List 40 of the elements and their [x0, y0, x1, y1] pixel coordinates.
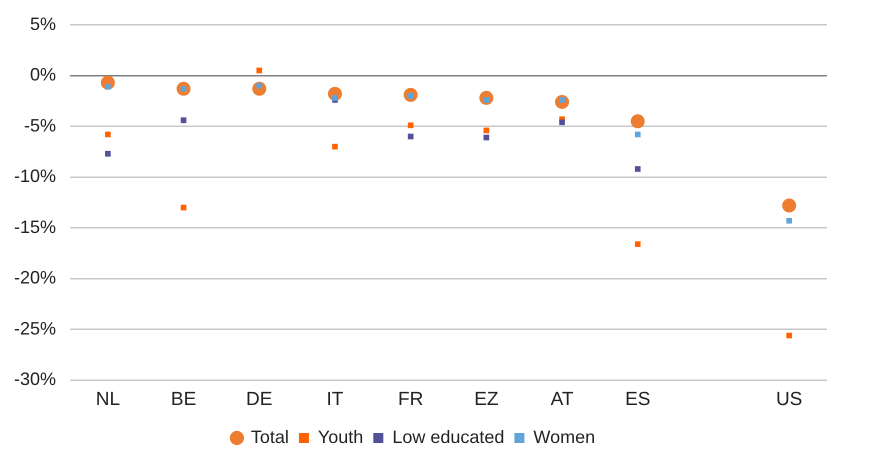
legend-label: Low educated — [392, 426, 504, 447]
x-tick-label: BE — [170, 388, 196, 410]
y-tick-label: -5% — [24, 115, 56, 136]
x-tick-label: EZ — [474, 388, 499, 410]
y-tick-label: 0% — [30, 64, 56, 85]
point — [634, 241, 641, 247]
point — [782, 198, 796, 213]
legend-label: Total — [250, 426, 289, 447]
point — [484, 134, 490, 140]
point — [105, 150, 111, 157]
y-tick-label: -25% — [14, 318, 56, 338]
x-tick-label: NL — [96, 388, 120, 410]
x-tick-label: AT — [550, 388, 574, 410]
point — [786, 332, 792, 338]
legend-label: Women — [533, 426, 596, 447]
y-tick-label: 5% — [30, 14, 56, 34]
point — [332, 144, 338, 150]
point — [630, 114, 645, 128]
legend-label: Youth — [318, 426, 364, 447]
point — [180, 204, 186, 210]
x-tick-label: FR — [398, 388, 424, 410]
point — [634, 132, 641, 138]
x-tick-label: US — [776, 388, 802, 410]
point — [105, 84, 111, 90]
point — [559, 119, 565, 126]
y-tick-label: -15% — [14, 216, 56, 237]
point — [484, 128, 490, 134]
y-tick-label: -30% — [14, 369, 56, 390]
point — [786, 218, 792, 224]
y-tick-label: -20% — [14, 268, 56, 288]
y-tick-label: -10% — [14, 166, 56, 186]
point — [105, 132, 111, 138]
x-tick-label: IT — [326, 388, 344, 410]
point — [634, 166, 641, 172]
x-tick-label: ES — [625, 388, 650, 410]
point — [408, 122, 414, 128]
point — [180, 117, 186, 124]
point — [408, 134, 414, 140]
point — [256, 68, 262, 74]
x-tick-label: DE — [246, 388, 272, 410]
